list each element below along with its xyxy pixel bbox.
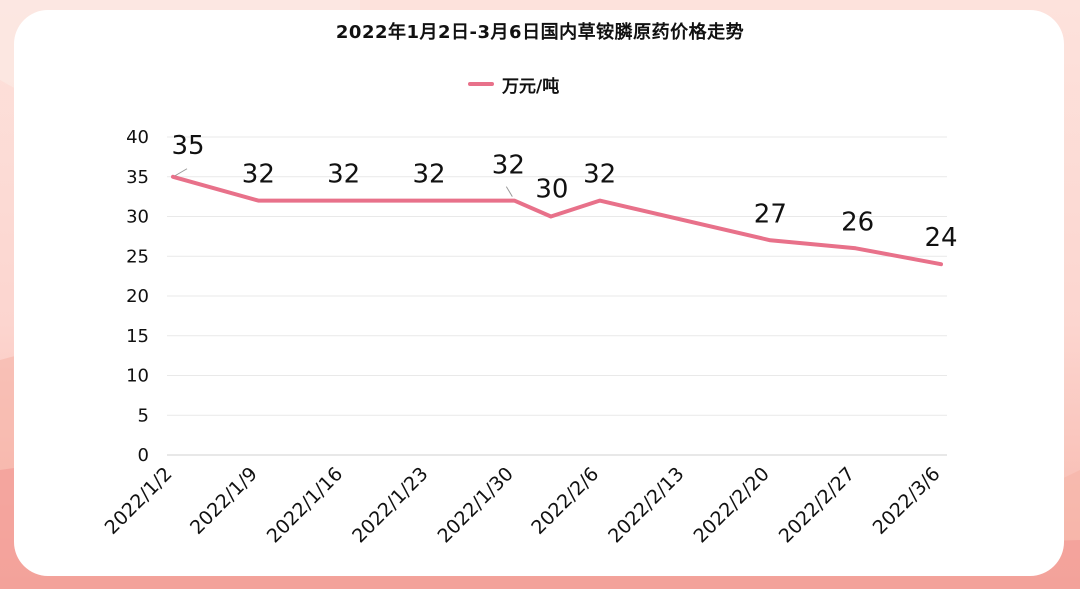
x-tick-label: 2022/1/30 xyxy=(433,463,517,547)
y-tick-label-0: 0 xyxy=(138,445,149,466)
y-axis-ticks: 0 5 10 15 20 25 30 35 40 xyxy=(126,127,149,466)
y-tick-label-20: 20 xyxy=(126,286,149,307)
leader-line xyxy=(174,168,188,177)
y-tick-label-25: 25 xyxy=(126,246,149,267)
series-line-path xyxy=(171,174,943,267)
y-tick-label-30: 30 xyxy=(126,207,149,228)
data-label: 27 xyxy=(754,199,787,229)
y-tick-label-10: 10 xyxy=(126,366,149,387)
legend-swatch xyxy=(468,82,494,86)
legend-label: 万元/吨 xyxy=(502,76,560,97)
x-tick-label: 2022/2/27 xyxy=(775,463,859,547)
x-tick-label: 2022/3/6 xyxy=(869,463,945,539)
x-tick-label: 2022/1/16 xyxy=(263,463,347,547)
chart-card xyxy=(14,10,1064,576)
data-labels: 35 32 32 32 32 30 32 27 26 24 xyxy=(171,131,957,253)
x-tick-label: 2022/2/20 xyxy=(689,463,773,547)
data-label: 32 xyxy=(242,160,275,190)
data-label: 35 xyxy=(171,131,204,161)
y-tick-label-15: 15 xyxy=(126,326,149,347)
data-label: 32 xyxy=(327,160,360,190)
data-label: 32 xyxy=(412,160,445,190)
x-tick-label: 2022/1/9 xyxy=(186,463,262,539)
x-tick-label: 2022/1/23 xyxy=(348,463,432,547)
data-label: 32 xyxy=(583,160,616,190)
data-label: 30 xyxy=(535,175,568,205)
x-tick-label: 2022/2/13 xyxy=(604,463,688,547)
leader-line xyxy=(505,186,513,197)
y-tick-label-35: 35 xyxy=(126,167,149,188)
y-tick-label-40: 40 xyxy=(126,127,149,148)
x-tick-label: 2022/2/6 xyxy=(527,463,603,539)
data-label: 32 xyxy=(492,151,525,181)
x-axis-ticks: 2022/1/2 2022/1/9 2022/1/16 2022/1/23 2022/1… xyxy=(101,463,945,547)
y-tick-label-5: 5 xyxy=(138,405,149,426)
x-tick-label: 2022/1/2 xyxy=(101,463,177,539)
data-label: 24 xyxy=(924,223,957,253)
grid xyxy=(167,136,947,456)
series-line xyxy=(171,174,943,267)
chart-title: 2022年1月2日-3月6日国内草铵膦原药价格走势 xyxy=(335,22,745,43)
data-label: 26 xyxy=(841,207,874,237)
legend: 万元/吨 xyxy=(468,72,560,97)
